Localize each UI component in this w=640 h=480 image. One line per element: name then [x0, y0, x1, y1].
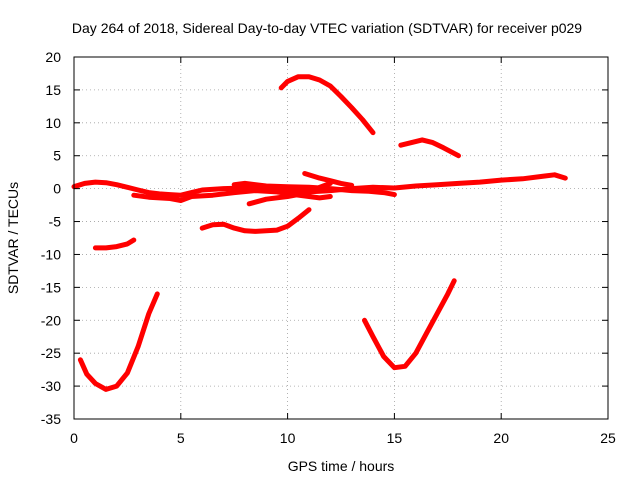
y-tick-label: -10: [41, 246, 61, 262]
y-tick-label: 15: [45, 82, 61, 98]
y-tick-label: 5: [53, 148, 61, 164]
y-tick-label: -20: [41, 312, 61, 328]
axis-ticks: 0 5 10 15 20 25 -35 -30 -25 -20 -15 -10 -5 0 5 10 15 20: [41, 49, 616, 446]
series-line-s6: [199, 207, 312, 234]
x-axis-label: GPS time / hours: [288, 458, 395, 474]
y-tick-label: -35: [41, 411, 61, 427]
series-line-s9: [398, 137, 461, 159]
y-tick-label: -30: [41, 378, 61, 394]
chart-title: Day 264 of 2018, Sidereal Day-to-day VTE…: [72, 20, 582, 36]
y-tick-label: 0: [53, 181, 61, 197]
data-series: [71, 74, 568, 392]
series-line-s10: [77, 291, 160, 392]
series-line-s1: [71, 172, 568, 198]
y-axis-label: SDTVAR / TECUs: [5, 182, 21, 294]
series-line-s8: [278, 74, 376, 136]
series-line-s11: [362, 278, 457, 371]
series-line-s4: [246, 180, 333, 207]
series-line-s7: [92, 237, 137, 251]
grid: [74, 57, 608, 419]
y-tick-label: -5: [49, 214, 62, 230]
y-tick-label: 10: [45, 115, 61, 131]
series-line-s5: [302, 171, 355, 188]
y-tick-label: -15: [41, 279, 61, 295]
x-tick-label: 15: [387, 430, 403, 446]
y-tick-label: -25: [41, 345, 61, 361]
x-tick-label: 5: [177, 430, 185, 446]
y-tick-label: 20: [45, 49, 61, 65]
plot-frame: [73, 56, 609, 420]
x-tick-label: 10: [280, 430, 296, 446]
x-tick-label: 0: [70, 430, 78, 446]
x-tick-label: 25: [600, 430, 616, 446]
x-tick-label: 20: [493, 430, 509, 446]
